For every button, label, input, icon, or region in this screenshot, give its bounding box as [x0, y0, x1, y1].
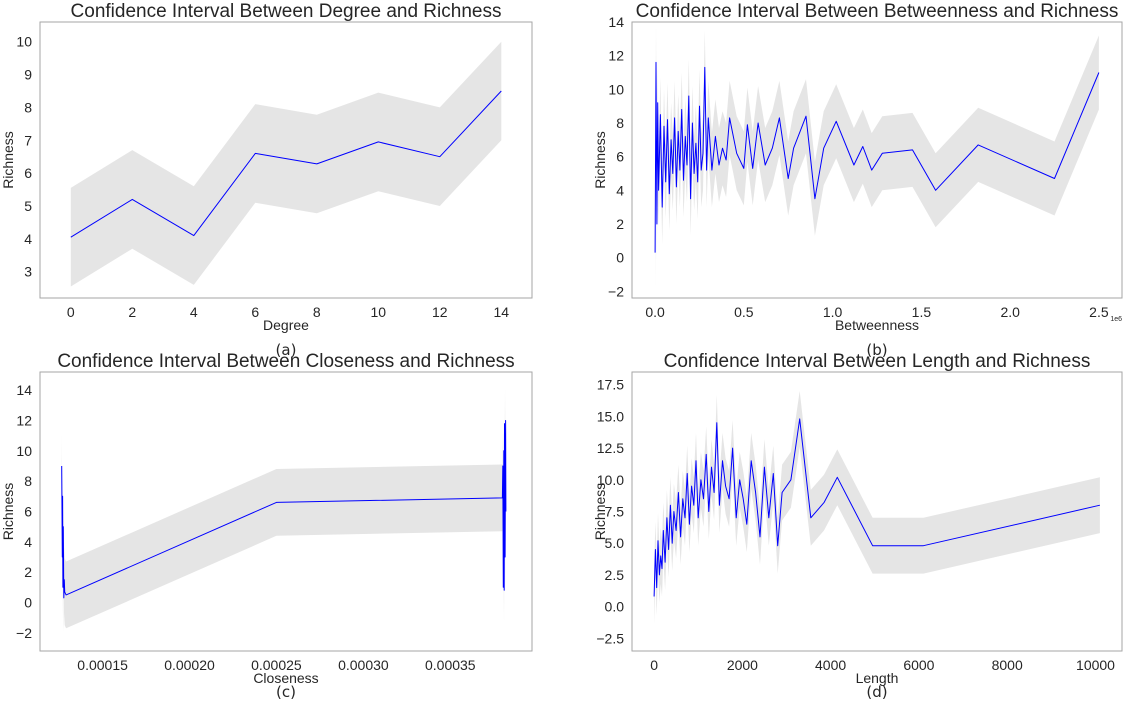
y-tick-label: 10.0	[597, 472, 624, 488]
x-tick-label: 10	[371, 304, 387, 320]
y-tick-label: 14	[608, 14, 624, 30]
x-axis-label: Closeness	[253, 670, 318, 686]
x-tick-label: 12	[432, 304, 448, 320]
y-tick-label: 17.5	[597, 377, 624, 393]
x-tick-label: 0	[650, 657, 658, 673]
y-tick-label: 2	[24, 564, 32, 580]
y-tick-label: 2.5	[605, 567, 625, 583]
x-tick-label: 2.5	[1089, 304, 1109, 320]
x-tick-label: 14	[494, 304, 510, 320]
x-tick-label: 4000	[815, 657, 846, 673]
chart-title: Confidence Interval Between Closeness an…	[57, 351, 514, 372]
x-tick-label: 2.0	[1000, 304, 1020, 320]
y-tick-label: 6	[616, 149, 624, 165]
y-axis-label: Richness	[0, 131, 16, 189]
y-axis-label: Richness	[592, 483, 608, 541]
x-tick-label: 6000	[903, 657, 934, 673]
y-tick-label: 10	[608, 81, 624, 97]
y-tick-label: −2.5	[596, 630, 624, 646]
chart-panel-3: 0.00015 0.00020 0.00025 0.00030 0.00035 −2 0 2 4…	[0, 351, 533, 701]
x-tick-label: 6	[251, 304, 259, 320]
y-tick-label: −2	[608, 283, 624, 299]
y-tick-label: 8	[24, 99, 32, 115]
x-tick-label: 0	[67, 304, 75, 320]
y-tick-label: 7	[24, 132, 32, 148]
y-tick-label: 12	[16, 413, 32, 429]
y-tick-label: 5.0	[605, 535, 625, 551]
y-tick-label: 4	[616, 182, 624, 198]
plot-frame	[631, 371, 1123, 652]
confidence-band	[655, 25, 1099, 290]
x-offset-label: 1e6	[1110, 316, 1122, 323]
x-axis-label: Length	[856, 670, 899, 686]
y-tick-label: 10	[16, 34, 32, 50]
x-tick-label: 0.00015	[77, 657, 128, 673]
chart-panel-1: 0 2 4 6 8 10 12 14 3 4 5 6 7 8 9 10 Confidence Interval …	[0, 1, 533, 359]
x-axis-label: Degree	[263, 317, 309, 333]
y-tick-label: 12.5	[597, 440, 624, 456]
panel-caption: (c)	[276, 683, 296, 701]
x-tick-label: 2000	[727, 657, 758, 673]
x-tick-label: 1.5	[912, 304, 932, 320]
x-tick-label: 8	[313, 304, 321, 320]
y-tick-label: 14	[16, 382, 32, 398]
x-tick-label: 4	[190, 304, 198, 320]
plot-frame	[39, 371, 533, 652]
y-tick-label: 0.0	[605, 599, 625, 615]
chart-panel-2: 0.0 0.5 1.0 1.5 2.0 2.5 −2 0 2 4 6 8 10 12 14 Confidenc…	[592, 1, 1123, 359]
y-tick-label: 8	[24, 473, 32, 489]
chart-title: Confidence Interval Between Degree and R…	[71, 1, 502, 22]
x-tick-label: 0.00035	[425, 657, 476, 673]
confidence-band	[61, 387, 506, 632]
y-tick-label: 0	[24, 595, 32, 611]
x-tick-label: 0.00030	[338, 657, 389, 673]
x-tick-label: 0.00020	[164, 657, 215, 673]
plot-frame	[631, 21, 1123, 299]
confidence-band	[70, 41, 502, 287]
y-tick-label: 4	[24, 231, 32, 247]
plot-frame	[39, 21, 533, 299]
panel-caption: (b)	[866, 341, 887, 359]
y-tick-label: 0	[616, 250, 624, 266]
y-tick-label: 8	[616, 115, 624, 131]
y-tick-label: 3	[24, 264, 32, 280]
y-tick-label: 7.5	[605, 504, 625, 520]
x-tick-label: 10000	[1076, 657, 1115, 673]
y-tick-label: 12	[608, 48, 624, 64]
y-tick-label: 6	[24, 504, 32, 520]
y-tick-label: 10	[16, 443, 32, 459]
x-tick-label: 0.5	[734, 304, 754, 320]
y-tick-label: 9	[24, 67, 32, 83]
panel-caption: (a)	[276, 341, 297, 359]
x-tick-label: 0.0	[645, 304, 665, 320]
y-axis-label: Richness	[592, 131, 608, 189]
x-axis-label: Betweenness	[835, 317, 919, 333]
chart-panel-4: 0 2000 4000 6000 8000 10000 −2.5 0.0 2.5 5.0 7.5 10…	[592, 351, 1123, 701]
panel-caption: (d)	[866, 683, 887, 701]
x-tick-label: 1.0	[823, 304, 843, 320]
series-line	[654, 61, 1100, 253]
x-tick-label: 2	[128, 304, 136, 320]
y-axis-label: Richness	[0, 483, 16, 541]
series-line	[61, 420, 507, 599]
y-tick-label: 5	[24, 198, 32, 214]
y-tick-label: 2	[616, 216, 624, 232]
confidence-band	[654, 391, 1100, 625]
series-line	[70, 90, 502, 238]
y-tick-label: 15.0	[597, 408, 624, 424]
chart-title: Confidence Interval Between Length and R…	[664, 351, 1091, 372]
x-tick-label: 0.00025	[251, 657, 302, 673]
y-tick-label: 6	[24, 165, 32, 181]
y-tick-label: 4	[24, 534, 32, 550]
series-line	[653, 418, 1101, 597]
x-tick-label: 8000	[992, 657, 1023, 673]
chart-title: Confidence Interval Between Betweenness …	[636, 1, 1119, 22]
y-tick-label: −2	[16, 625, 32, 641]
